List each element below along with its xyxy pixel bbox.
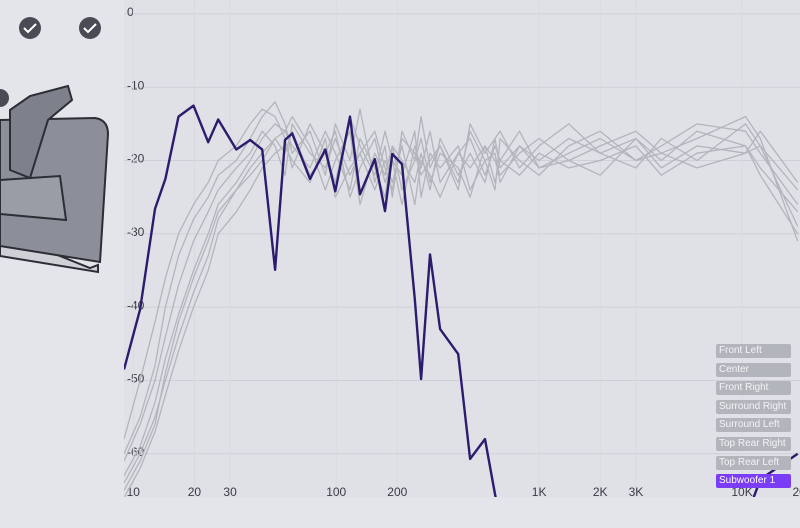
x-tick-label: 3K (629, 485, 644, 499)
legend-item[interactable]: Top Rear Right (716, 436, 791, 451)
x-tick-label: 200 (387, 485, 407, 499)
legend: Front Left Center Front Right Surround Righ… (716, 344, 791, 493)
line (124, 130, 799, 491)
line (124, 108, 799, 440)
y-tick-label: -60 (127, 445, 145, 459)
check-icon[interactable] (79, 17, 101, 39)
x-tick-label: 10 (127, 485, 141, 499)
y-tick-label: -30 (127, 225, 145, 239)
legend-item[interactable]: Center (716, 362, 791, 377)
y-tick-label: -10 (127, 78, 145, 92)
check-icon[interactable] (19, 17, 41, 39)
x-tick-label: 20 (188, 485, 202, 499)
y-tick-label: 0 (127, 5, 134, 19)
legend-item[interactable]: Front Right (716, 381, 791, 396)
x-tick-label: 10K (731, 485, 752, 499)
legend-item[interactable]: Surround Right (716, 399, 791, 414)
x-tick-label: 100 (326, 485, 346, 499)
legend-item[interactable]: Front Left (716, 344, 791, 358)
line (124, 115, 799, 484)
x-tick-label: 2K (593, 485, 608, 499)
legend-item[interactable]: Surround Left (716, 418, 791, 433)
x-tick-label: 20K (792, 485, 800, 499)
legend-item[interactable]: Subwoofer 1 (716, 474, 791, 489)
legend-item[interactable]: Top Rear Left (716, 455, 791, 470)
lines (124, 101, 799, 497)
plot-area (124, 0, 800, 497)
y-tick-label: -20 (127, 152, 145, 166)
x-tick-label: 1K (532, 485, 547, 499)
room-illustration (0, 17, 110, 274)
x-tick-label: 30 (223, 485, 237, 499)
